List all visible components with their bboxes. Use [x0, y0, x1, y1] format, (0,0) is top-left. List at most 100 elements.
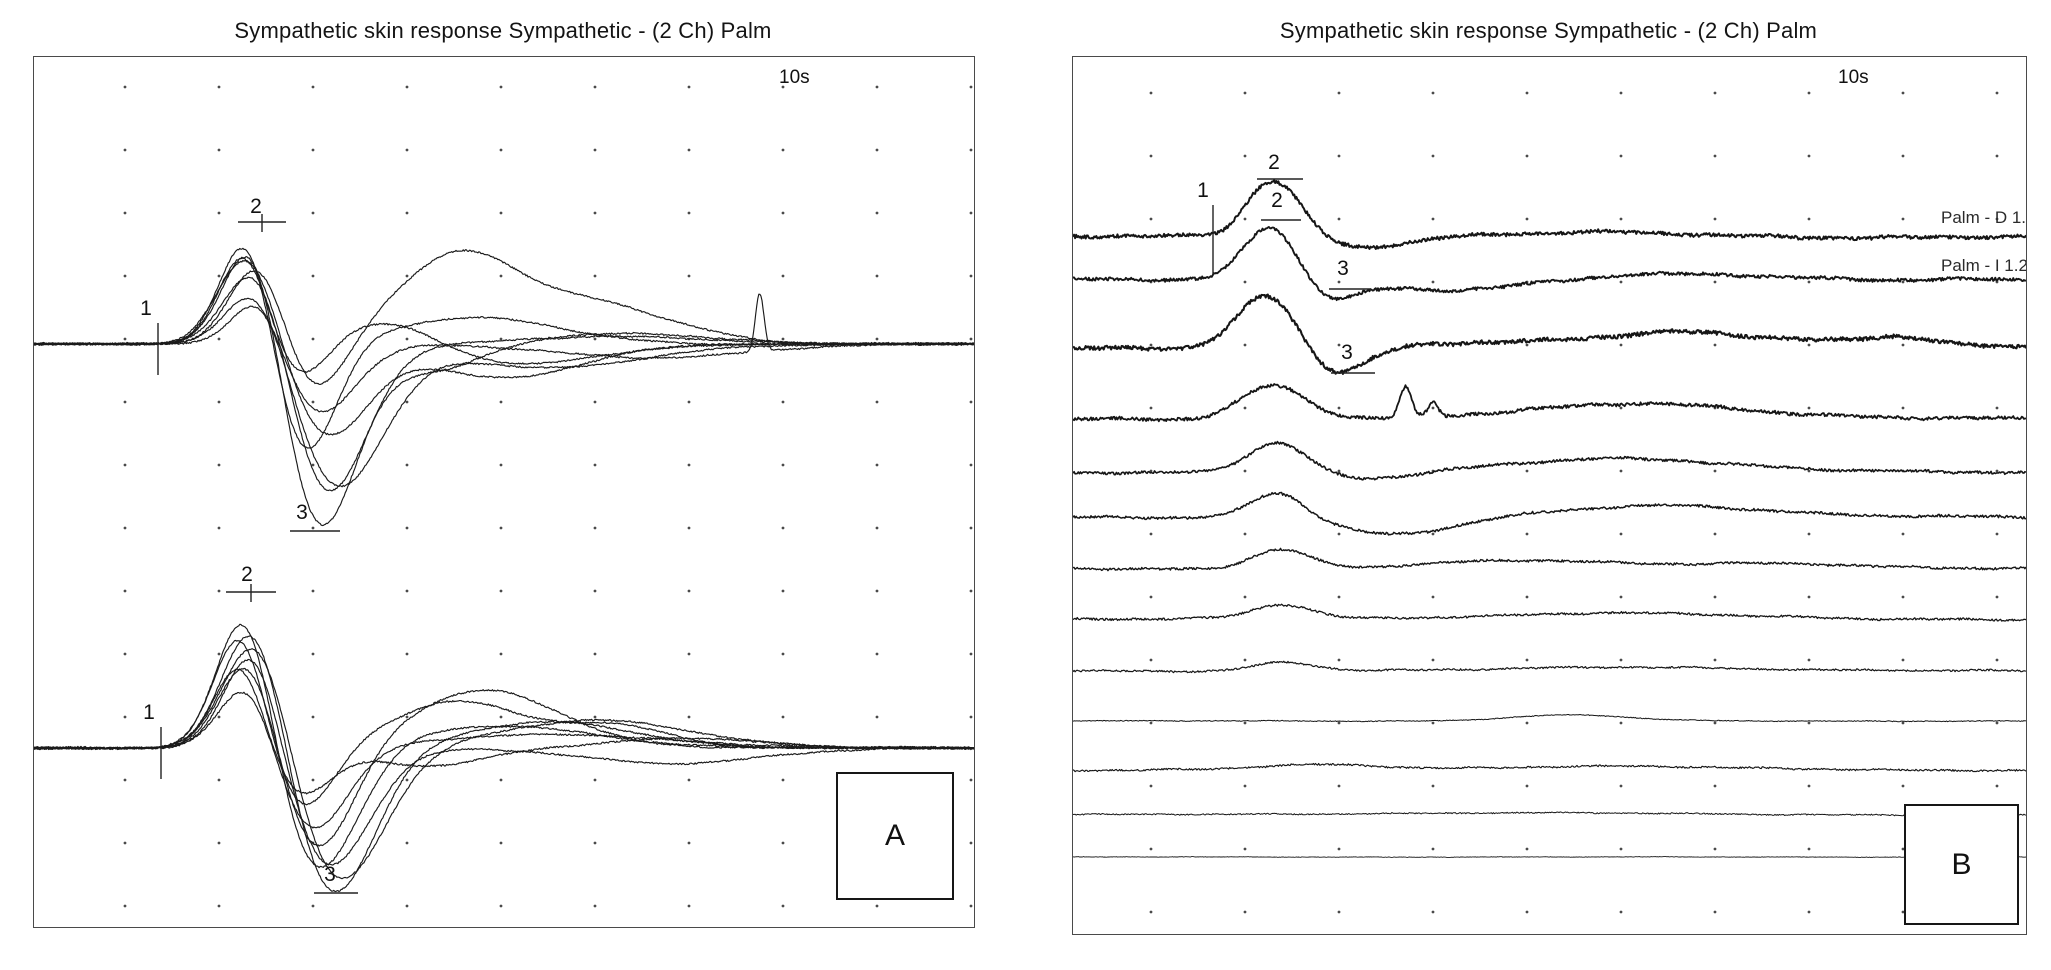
grid-dot	[1337, 343, 1341, 347]
grid-dot	[123, 148, 127, 152]
grid-dot	[1807, 595, 1811, 599]
grid-dot	[217, 589, 221, 593]
grid-dot	[1337, 532, 1341, 536]
grid-dot	[499, 589, 503, 593]
waveform-trace-a-5	[34, 305, 974, 488]
grid-dot	[311, 148, 315, 152]
waveform-trace-b-8	[1073, 603, 2026, 622]
grid-dot	[593, 841, 597, 845]
grid-dot	[1619, 217, 1623, 221]
grid-dot	[405, 652, 409, 656]
grid-dot	[875, 652, 879, 656]
panel-b-letter: B	[1951, 847, 1972, 881]
grid-dot	[593, 652, 597, 656]
grid-dot	[687, 652, 691, 656]
grid-dot	[687, 841, 691, 845]
grid-dot	[687, 526, 691, 530]
time-scale-label-b: 10s	[1838, 67, 1869, 88]
grid-dot	[969, 85, 973, 89]
grid-dot	[1149, 532, 1153, 536]
grid-dot	[1149, 721, 1153, 725]
grid-dot	[1619, 469, 1623, 473]
grid-dot	[123, 652, 127, 656]
waveform-trace-a-16	[34, 691, 974, 829]
marker-label: 2	[1268, 151, 1280, 174]
grid-dot	[781, 463, 785, 467]
marker-label: 3	[1337, 257, 1349, 280]
grid-dot	[1995, 217, 1999, 221]
grid-dot	[1525, 91, 1529, 95]
panel-b-letter-box: B	[1904, 804, 2019, 925]
grid-dot	[311, 274, 315, 278]
grid-dot	[217, 337, 221, 341]
grid-dot	[1995, 595, 1999, 599]
grid-dot	[1901, 721, 1905, 725]
grid-dot	[1713, 721, 1717, 725]
waveform-trace-b-1	[1073, 179, 2026, 250]
grid-dot	[593, 715, 597, 719]
waveform-trace-a-7	[34, 293, 974, 413]
grid-dot	[1149, 595, 1153, 599]
grid-dot	[1149, 784, 1153, 788]
grid-dot	[311, 211, 315, 215]
grid-dot	[1149, 406, 1153, 410]
grid-dot	[1149, 217, 1153, 221]
marker-label: 2	[1271, 189, 1283, 212]
grid-dot	[1619, 784, 1623, 788]
grid-dot	[405, 526, 409, 530]
grid-dot	[1619, 910, 1623, 914]
grid-dot	[1431, 217, 1435, 221]
grid-dot	[687, 148, 691, 152]
grid-dot	[1243, 847, 1247, 851]
grid-dot	[405, 400, 409, 404]
grid-dot	[499, 652, 503, 656]
grid-dot	[1807, 280, 1811, 284]
waveform-trace-b-4	[1073, 383, 2026, 423]
grid-dot	[405, 778, 409, 782]
grid-dot	[1243, 784, 1247, 788]
grid-dot	[123, 211, 127, 215]
waveform-trace-a-11	[34, 639, 974, 806]
grid-dot	[1807, 91, 1811, 95]
grid-dot	[969, 778, 973, 782]
grid-dot	[217, 841, 221, 845]
grid-dot	[875, 274, 879, 278]
grid-dot	[1431, 658, 1435, 662]
waveform-trace-b-7	[1073, 547, 2026, 572]
grid-dot	[1619, 847, 1623, 851]
grid-dot	[593, 400, 597, 404]
marker-label: 3	[1341, 341, 1353, 364]
grid-dot	[969, 589, 973, 593]
waveform-trace-b-9	[1073, 660, 2026, 674]
grid-dot	[123, 715, 127, 719]
ssr-chart-b: 1 2 2 3 3 Palm - D 1.1 Palm - I 1.2	[1073, 91, 2026, 914]
grid-dot	[687, 715, 691, 719]
grid-dot	[1337, 406, 1341, 410]
grid-dot	[781, 211, 785, 215]
grid-dot	[311, 904, 315, 908]
grid-dot	[311, 778, 315, 782]
waveform-trace-a-1	[34, 256, 974, 527]
grid-dot	[1713, 91, 1717, 95]
grid-dot	[217, 211, 221, 215]
grid-dot	[1901, 91, 1905, 95]
grid-dot	[875, 526, 879, 530]
grid-dot	[969, 463, 973, 467]
grid-dot	[1713, 847, 1717, 851]
grid-dot	[1807, 469, 1811, 473]
waveform-trace-a-14	[34, 668, 974, 795]
time-scale-label-a: 10s	[779, 67, 810, 88]
grid-dot	[123, 274, 127, 278]
grid-dot	[405, 211, 409, 215]
grid-dot	[1243, 658, 1247, 662]
grid-dot	[1901, 343, 1905, 347]
grid-dot	[781, 337, 785, 341]
grid-dot	[875, 211, 879, 215]
marker-label: 1	[140, 297, 152, 320]
grid-dot	[1901, 595, 1905, 599]
grid-dot	[1337, 721, 1341, 725]
grid-dot	[1807, 406, 1811, 410]
grid-dot	[1337, 217, 1341, 221]
grid-dot	[1243, 217, 1247, 221]
panel-b-plot-area: 1 2 2 3 3 Palm - D 1.1 Palm - I 1.2 10s B	[1072, 56, 2027, 935]
